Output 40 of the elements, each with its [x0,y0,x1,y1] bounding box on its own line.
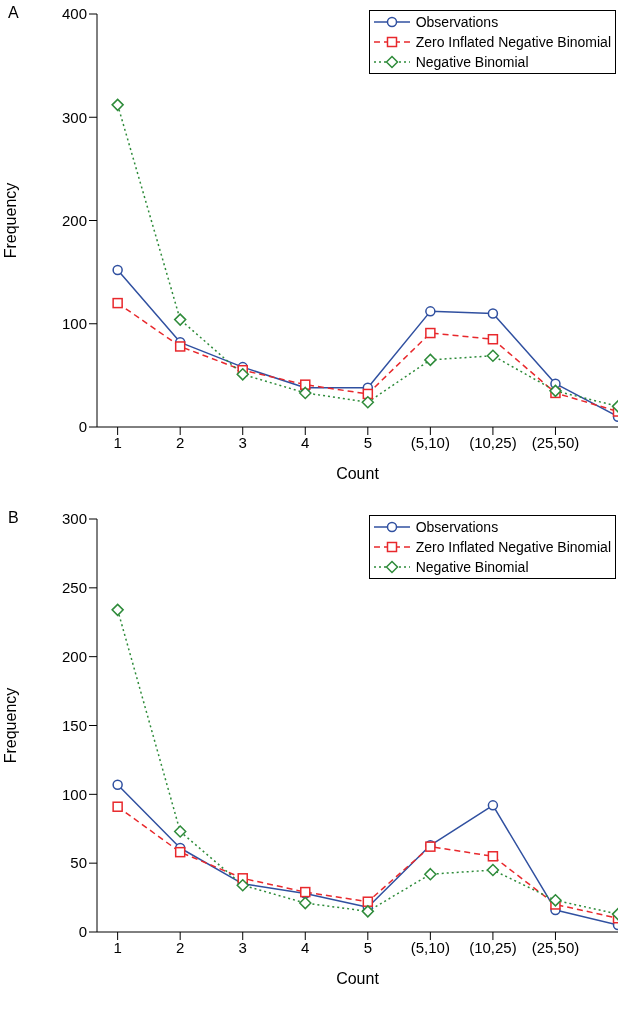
y-tick-label: 250 [61,579,87,597]
y-tick-label: 100 [61,785,87,803]
x-tick-label: (25,50) [531,433,580,451]
chart-title: A [8,4,19,22]
x-axis-title: Count [336,970,380,987]
x-tick-label: 2 [176,938,185,956]
x-tick-label: 5 [363,433,372,451]
x-tick-label: 5 [363,938,372,956]
y-axis-title: Frequency [1,687,19,764]
x-tick-label: 3 [238,938,247,956]
x-tick-label: (10,25) [469,433,517,451]
chart-title: B [8,509,19,527]
y-tick-label: 200 [61,647,87,665]
legend-label: Zero Inflated Negative Binomial [415,34,611,50]
y-tick-label: 200 [61,211,87,229]
y-tick-label: 400 [61,5,87,23]
legend-label: Observations [415,14,499,30]
y-tick-label: 50 [70,854,87,872]
y-tick-label: 300 [61,108,87,126]
x-tick-label: (5,10) [410,938,450,956]
legend-label: Negative Binomial [415,54,529,70]
legend-label: Zero Inflated Negative Binomial [415,539,611,555]
x-tick-label: (10,25) [469,938,517,956]
x-tick-label: 4 [301,938,310,956]
y-tick-label: 100 [61,315,87,333]
x-tick-label: 1 [113,938,122,956]
x-tick-label: 1 [113,433,122,451]
y-tick-label: 300 [61,510,87,528]
x-tick-label: 4 [301,433,310,451]
x-tick-label: (5,10) [410,433,450,451]
y-tick-label: 0 [78,923,87,941]
legend-label: Negative Binomial [415,559,529,575]
y-tick-label: 150 [61,716,87,734]
x-axis-title: Count [336,465,380,482]
y-tick-label: 0 [78,418,87,436]
x-tick-label: (25,50) [531,938,580,956]
y-axis-title: Frequency [1,182,19,259]
legend-label: Observations [415,519,499,535]
x-tick-label: 2 [176,433,185,451]
x-tick-label: 3 [238,433,247,451]
